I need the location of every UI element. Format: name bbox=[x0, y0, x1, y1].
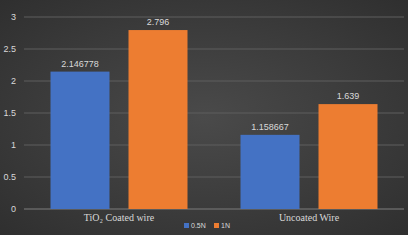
y-tick-label: 1 bbox=[11, 140, 16, 150]
legend-label: 1N bbox=[221, 222, 230, 229]
y-tick-label: 1.5 bbox=[3, 108, 16, 118]
y-tick-label: 3 bbox=[11, 12, 16, 22]
data-label: 2.146778 bbox=[61, 59, 99, 69]
data-label: 1.158667 bbox=[251, 122, 289, 132]
bar bbox=[51, 72, 110, 209]
data-label: 1.639 bbox=[337, 91, 360, 101]
legend-label: 0.5N bbox=[191, 222, 206, 229]
bar bbox=[129, 30, 188, 209]
grid-line bbox=[24, 17, 404, 18]
page: {"chart_data": {"type": "bar", "categori… bbox=[0, 0, 408, 235]
bar bbox=[241, 135, 300, 209]
chart: 0 0.5 1 1.5 2 2.5 3 TiO₂ Coated wire Uncoated Wi… bbox=[0, 0, 408, 235]
bars bbox=[51, 30, 378, 209]
bar bbox=[319, 104, 378, 209]
legend-swatch bbox=[184, 223, 189, 228]
y-tick-label: 0.5 bbox=[3, 172, 16, 182]
category-label: TiO₂ Coated wire bbox=[84, 212, 155, 223]
category-label: Uncoated Wire bbox=[279, 212, 340, 223]
y-tick-label: 0 bbox=[11, 204, 16, 214]
legend: 0.5N 1N bbox=[184, 222, 230, 229]
y-tick-label: 2.5 bbox=[3, 44, 16, 54]
y-tick-label: 2 bbox=[11, 76, 16, 86]
grid-line bbox=[24, 49, 404, 50]
legend-swatch bbox=[214, 223, 219, 228]
data-label: 2.796 bbox=[147, 17, 170, 27]
